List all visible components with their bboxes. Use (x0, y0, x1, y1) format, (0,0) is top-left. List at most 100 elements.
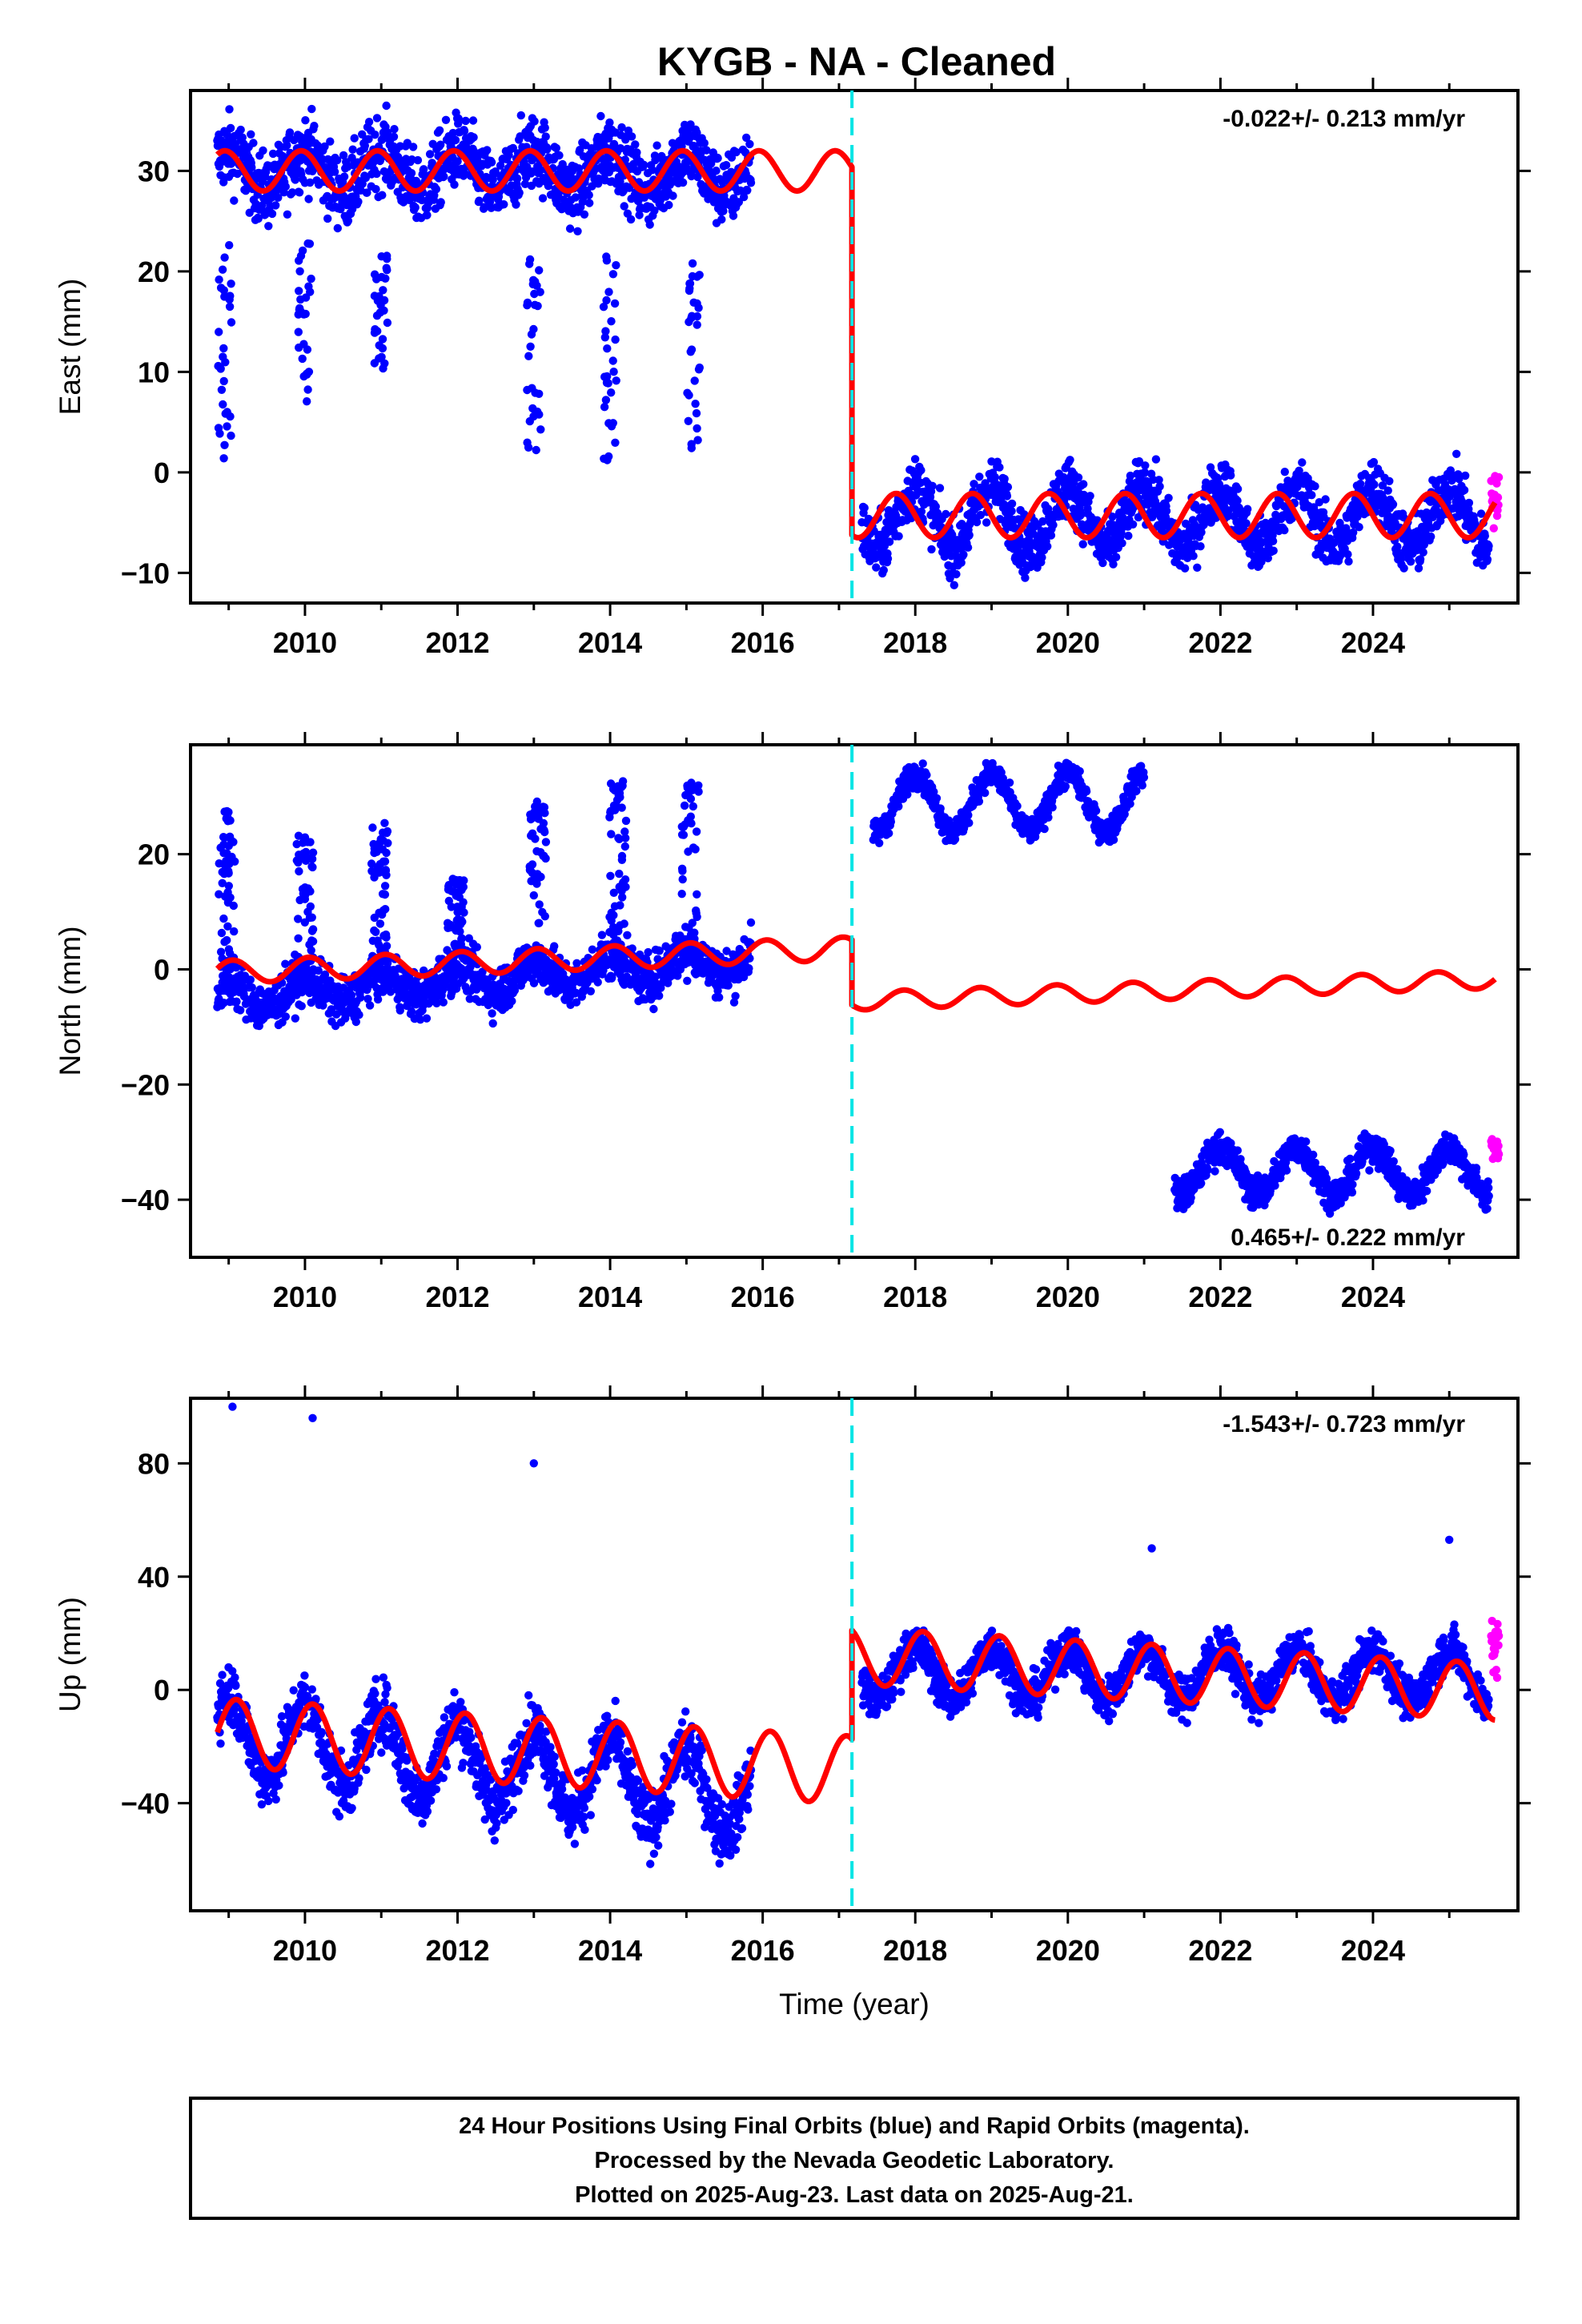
east-final-point (516, 111, 525, 120)
east-final-point (523, 438, 532, 447)
north-final-point (1040, 824, 1049, 834)
north-final-point (1061, 782, 1070, 791)
east-final-point (390, 125, 399, 134)
north-final-point (894, 802, 903, 811)
east-final-point (291, 175, 299, 184)
east-final-point (1098, 558, 1107, 568)
panel-east: 2010 2012 2014 2016 2018 2020 2022 2024−1001020… (54, 78, 1531, 659)
east-final-point (626, 215, 636, 224)
east-x-tick-label: 2018 (883, 626, 947, 659)
east-final-point (693, 312, 702, 321)
east-final-point (354, 197, 363, 206)
east-final-point (454, 114, 463, 123)
east-final-point (220, 253, 229, 262)
east-final-point (600, 333, 609, 342)
east-final-point (372, 312, 382, 320)
east-final-point (257, 201, 267, 211)
east-final-point (528, 404, 537, 413)
east-final-point (460, 127, 469, 135)
east-final-point (378, 335, 387, 344)
east-final-point (512, 174, 522, 183)
east-final-point (627, 132, 636, 141)
east-final-point (1280, 525, 1289, 535)
north-final-point (649, 1004, 658, 1014)
east-final-point (872, 563, 881, 572)
east-final-point (225, 241, 234, 250)
east-final-point (691, 400, 700, 408)
east-final-point (360, 141, 369, 151)
east-final-point (1111, 553, 1121, 561)
east-final-point (225, 105, 234, 114)
north-final-point (1109, 835, 1118, 844)
east-final-point (1164, 493, 1173, 502)
east-final-point (607, 388, 616, 397)
east-final-point (320, 142, 329, 151)
east-final-point (1180, 564, 1190, 573)
north-final-point (974, 797, 984, 806)
north-final-point (1005, 778, 1014, 787)
east-final-point (283, 141, 291, 150)
east-final-point (665, 200, 673, 210)
east-final-point (540, 123, 549, 132)
east-final-point (1452, 449, 1461, 458)
east-final-point (230, 196, 239, 205)
east-final-point (713, 154, 722, 163)
east-final-point (254, 214, 263, 223)
east-y-tick-label: 10 (138, 356, 170, 388)
panel-north: 2010 2012 2014 2016 2018 2020 2022 2024−40−2002… (54, 732, 1531, 1313)
east-final-point (602, 296, 611, 305)
east-final-point (515, 188, 524, 197)
east-final-point (304, 282, 313, 291)
east-final-point (303, 397, 311, 406)
east-final-point (692, 408, 701, 418)
east-final-point (364, 135, 373, 143)
east-final-point (1233, 485, 1243, 493)
east-final-point (216, 283, 226, 292)
north-final-point (281, 1012, 290, 1021)
east-final-point (555, 151, 564, 160)
east-final-point (1066, 456, 1074, 464)
east-final-point (1406, 557, 1415, 566)
east-final-point (608, 356, 617, 365)
east-final-point (381, 274, 390, 283)
east-final-point (285, 128, 295, 137)
east-final-point (729, 211, 738, 220)
east-final-point (975, 472, 984, 481)
east-final-point (687, 444, 696, 452)
east-final-point (1484, 541, 1493, 550)
east-final-point (1388, 500, 1398, 509)
east-final-point (687, 345, 697, 354)
east-final-point (379, 306, 388, 315)
north-final-point (724, 981, 733, 990)
east-x-tick-label: 2020 (1036, 626, 1100, 659)
east-final-point (304, 195, 313, 203)
east-final-point (1079, 480, 1088, 489)
east-final-point (371, 131, 379, 139)
east-final-point (683, 388, 692, 397)
north-final-point (1048, 803, 1057, 812)
north-final-point (396, 1006, 404, 1015)
east-x-tick-label: 2022 (1188, 626, 1252, 659)
east-final-point (700, 139, 709, 147)
north-final-point (593, 978, 602, 987)
east-final-point (523, 301, 532, 310)
east-final-point (215, 328, 223, 336)
east-final-point (259, 146, 267, 155)
east-final-point (1483, 555, 1492, 564)
north-final-point (715, 993, 724, 1002)
east-final-point (652, 141, 661, 150)
east-final-point (543, 145, 552, 154)
east-final-point (917, 466, 926, 475)
north-final-point (488, 1019, 497, 1028)
east-final-point (227, 318, 236, 327)
east-final-point (585, 199, 594, 207)
east-final-point (693, 320, 701, 329)
east-final-point (350, 134, 359, 143)
east-final-point (1124, 531, 1133, 541)
east-final-point (408, 143, 418, 151)
north-final-point (355, 993, 365, 1002)
east-final-point (611, 335, 620, 344)
north-final-point (291, 1014, 299, 1023)
east-final-point (528, 279, 537, 289)
east-final-point (333, 155, 342, 165)
